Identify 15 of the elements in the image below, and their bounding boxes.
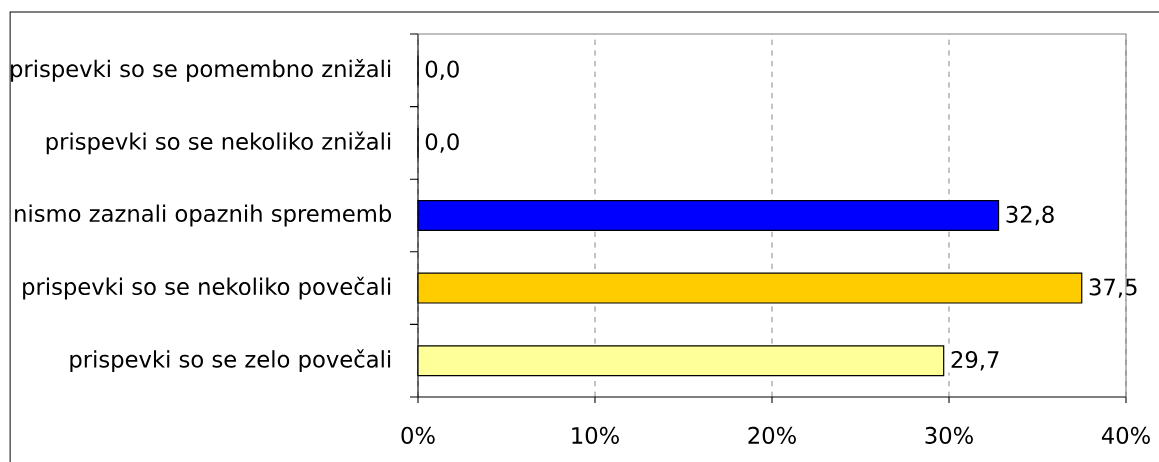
x-tick-label: 20% [748, 426, 796, 444]
x-tick-label: 10% [572, 426, 619, 444]
y-tick-label: prispevki so se nekoliko znižali [46, 131, 391, 155]
data-label: 0,0 [425, 60, 459, 81]
y-tick-label: prispevki so se nekoliko povečali [23, 276, 391, 300]
data-label: 29,7 [951, 350, 999, 371]
y-tick-label: prispevki so se pomembno znižali [11, 58, 391, 82]
y-tick-label: nismo zaznali opaznih sprememb [15, 204, 391, 227]
y-tick-label: prispevki so se zelo povečali [70, 349, 391, 373]
data-label: 0,0 [425, 133, 459, 153]
data-label: 37,5 [1089, 278, 1137, 298]
x-tick-label: 30% [925, 426, 973, 444]
data-label: 32,8 [1006, 205, 1054, 226]
x-tick-label: 40% [1101, 426, 1150, 444]
x-tick-label: 0% [401, 426, 435, 444]
